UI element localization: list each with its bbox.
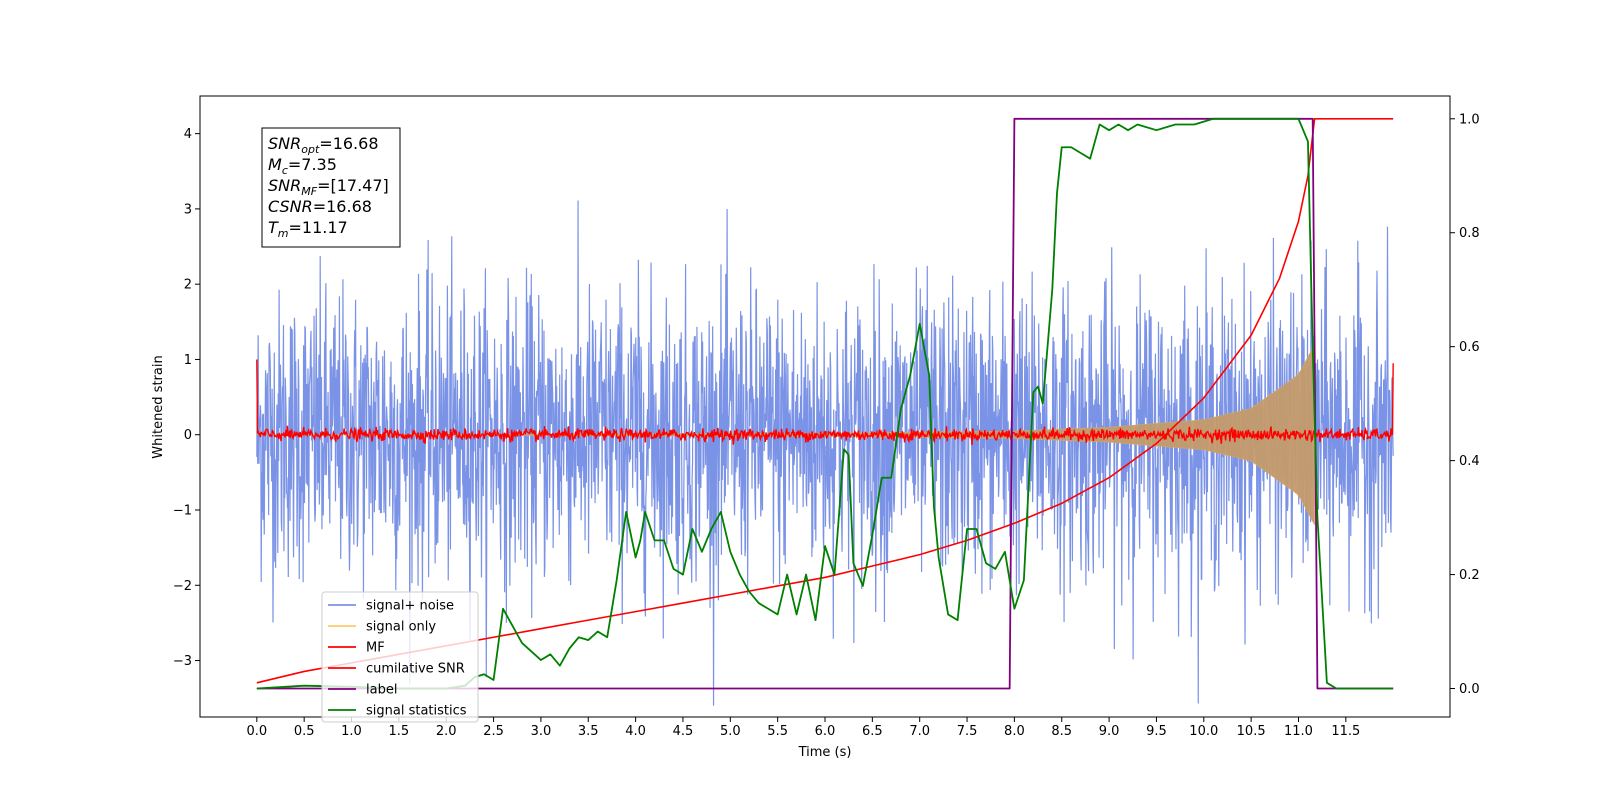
- legend-label: signal+ noise: [366, 599, 454, 614]
- legend-label: label: [366, 683, 397, 698]
- annotation-line: CSNR=16.68: [268, 197, 372, 216]
- x-tick-label: 4.5: [673, 724, 694, 739]
- x-tick-label: 2.0: [436, 724, 457, 739]
- annotation-line: SNRMF=[17.47]: [268, 176, 389, 198]
- x-axis-label: Time (s): [798, 745, 852, 760]
- x-tick-label: 0.0: [246, 724, 267, 739]
- annotation-line: Mc=7.35: [268, 155, 337, 177]
- legend-frame: [321, 591, 479, 723]
- x-tick-label: 3.0: [531, 724, 552, 739]
- legend-label: cumilative SNR: [366, 662, 465, 677]
- y2-tick-label: 1.0: [1459, 112, 1480, 127]
- x-tick-label: 11.5: [1331, 724, 1360, 739]
- y-tick-label: 0: [184, 428, 192, 443]
- y-tick-label: 2: [184, 278, 192, 293]
- x-tick-label: 5.0: [720, 724, 741, 739]
- annotation-frame: [261, 127, 401, 248]
- y2-tick-label: 0.4: [1459, 454, 1480, 469]
- y-axis-label: Whitened strain: [151, 355, 166, 458]
- x-tick-label: 1.5: [389, 724, 410, 739]
- y2-tick-label: 0.8: [1459, 226, 1480, 241]
- x-tick-label: 1.0: [341, 724, 362, 739]
- x-tick-label: 6.5: [862, 724, 883, 739]
- legend-label: MF: [366, 641, 385, 656]
- y-tick-label: −3: [173, 654, 192, 669]
- y2-tick-label: 0.2: [1459, 568, 1480, 583]
- x-tick-label: 0.5: [294, 724, 315, 739]
- x-tick-label: 2.5: [483, 724, 504, 739]
- axes: 0.0 0.5 1.0 1.5 2.0 2.5 3.0 3.5 4.0 4.5 5.0 5.5 6.0 6…: [173, 112, 1480, 739]
- series-mf: [256, 359, 1394, 445]
- series-signal-statistics: [256, 117, 1394, 690]
- y-tick-label: −2: [173, 579, 192, 594]
- x-tick-label: 9.0: [1099, 724, 1120, 739]
- x-tick-label: 10.5: [1237, 724, 1266, 739]
- x-tick-label: 7.0: [909, 724, 930, 739]
- annotation-line: SNRopt=16.68: [268, 134, 379, 156]
- x-tick-label: 7.5: [957, 724, 978, 739]
- y2-tick-label: 0.0: [1459, 682, 1480, 697]
- y-tick-label: 3: [184, 202, 192, 217]
- y-tick-label: −1: [173, 504, 192, 519]
- legend-label: signal statistics: [366, 704, 467, 719]
- x-tick-label: 11.0: [1284, 724, 1313, 739]
- legend: signal+ noise signal only MF cumilative SNR…: [321, 591, 479, 723]
- x-tick-label: 10.0: [1189, 724, 1218, 739]
- x-tick-label: 8.0: [1004, 724, 1025, 739]
- x-tick-label: 5.5: [767, 724, 788, 739]
- series-label: [256, 117, 1394, 690]
- legend-label: signal only: [366, 620, 436, 635]
- x-tick-label: 4.0: [625, 724, 646, 739]
- y-tick-label: 1: [184, 353, 192, 368]
- x-tick-label: 3.5: [578, 724, 599, 739]
- x-tick-label: 6.0: [815, 724, 836, 739]
- annotation-box: SNRopt=16.68Mc=7.35SNRMF=[17.47]CSNR=16.…: [261, 127, 401, 248]
- annotation-line: Tm=11.17: [268, 218, 348, 240]
- y-tick-label: 4: [184, 127, 192, 142]
- series-signal-noise: [256, 200, 1394, 706]
- x-tick-label: 9.5: [1146, 724, 1167, 739]
- x-tick-label: 8.5: [1051, 724, 1072, 739]
- y2-tick-label: 0.6: [1459, 340, 1480, 355]
